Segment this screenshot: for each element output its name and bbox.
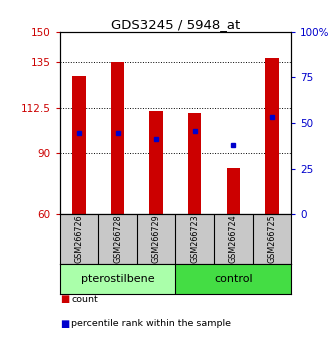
Text: GSM266729: GSM266729 [152,215,161,263]
Text: ■: ■ [60,294,69,304]
Text: percentile rank within the sample: percentile rank within the sample [71,319,231,329]
Text: GSM266724: GSM266724 [229,215,238,263]
Text: count: count [71,295,98,304]
Bar [265,58,279,214]
Text: ■: ■ [60,319,69,329]
Text: control: control [214,274,253,284]
Text: GSM266728: GSM266728 [113,215,122,263]
Title: GDS3245 / 5948_at: GDS3245 / 5948_at [111,18,240,31]
Text: GSM266726: GSM266726 [74,215,83,263]
Bar [149,111,163,214]
Bar [227,168,240,214]
Text: GSM266725: GSM266725 [267,215,276,263]
Bar [188,113,202,214]
Bar [60,264,175,294]
Text: GSM266723: GSM266723 [190,215,199,263]
Bar [175,264,291,294]
Bar [111,62,124,214]
Bar [72,76,86,214]
Text: pterostilbene: pterostilbene [81,274,154,284]
